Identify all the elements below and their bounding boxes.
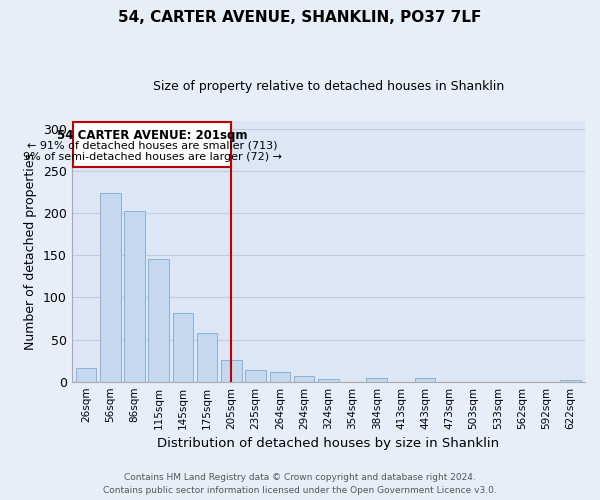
Bar — [245, 370, 266, 382]
Bar — [560, 380, 581, 382]
Bar — [221, 360, 242, 382]
Bar — [197, 333, 217, 382]
Bar — [148, 258, 169, 382]
Text: ← 91% of detached houses are smaller (713): ← 91% of detached houses are smaller (71… — [27, 141, 277, 151]
X-axis label: Distribution of detached houses by size in Shanklin: Distribution of detached houses by size … — [157, 437, 499, 450]
FancyBboxPatch shape — [73, 122, 232, 167]
Text: Contains HM Land Registry data © Crown copyright and database right 2024.
Contai: Contains HM Land Registry data © Crown c… — [103, 474, 497, 495]
Text: 9% of semi-detached houses are larger (72) →: 9% of semi-detached houses are larger (7… — [23, 152, 281, 162]
Bar — [415, 378, 436, 382]
Text: 54, CARTER AVENUE, SHANKLIN, PO37 7LF: 54, CARTER AVENUE, SHANKLIN, PO37 7LF — [118, 10, 482, 25]
Text: 54 CARTER AVENUE: 201sqm: 54 CARTER AVENUE: 201sqm — [57, 129, 247, 142]
Bar — [294, 376, 314, 382]
Bar — [124, 210, 145, 382]
Bar — [367, 378, 387, 382]
Bar — [173, 312, 193, 382]
Title: Size of property relative to detached houses in Shanklin: Size of property relative to detached ho… — [152, 80, 504, 93]
Y-axis label: Number of detached properties: Number of detached properties — [24, 152, 37, 350]
Bar — [269, 372, 290, 382]
Bar — [100, 193, 121, 382]
Bar — [76, 368, 97, 382]
Bar — [318, 379, 338, 382]
